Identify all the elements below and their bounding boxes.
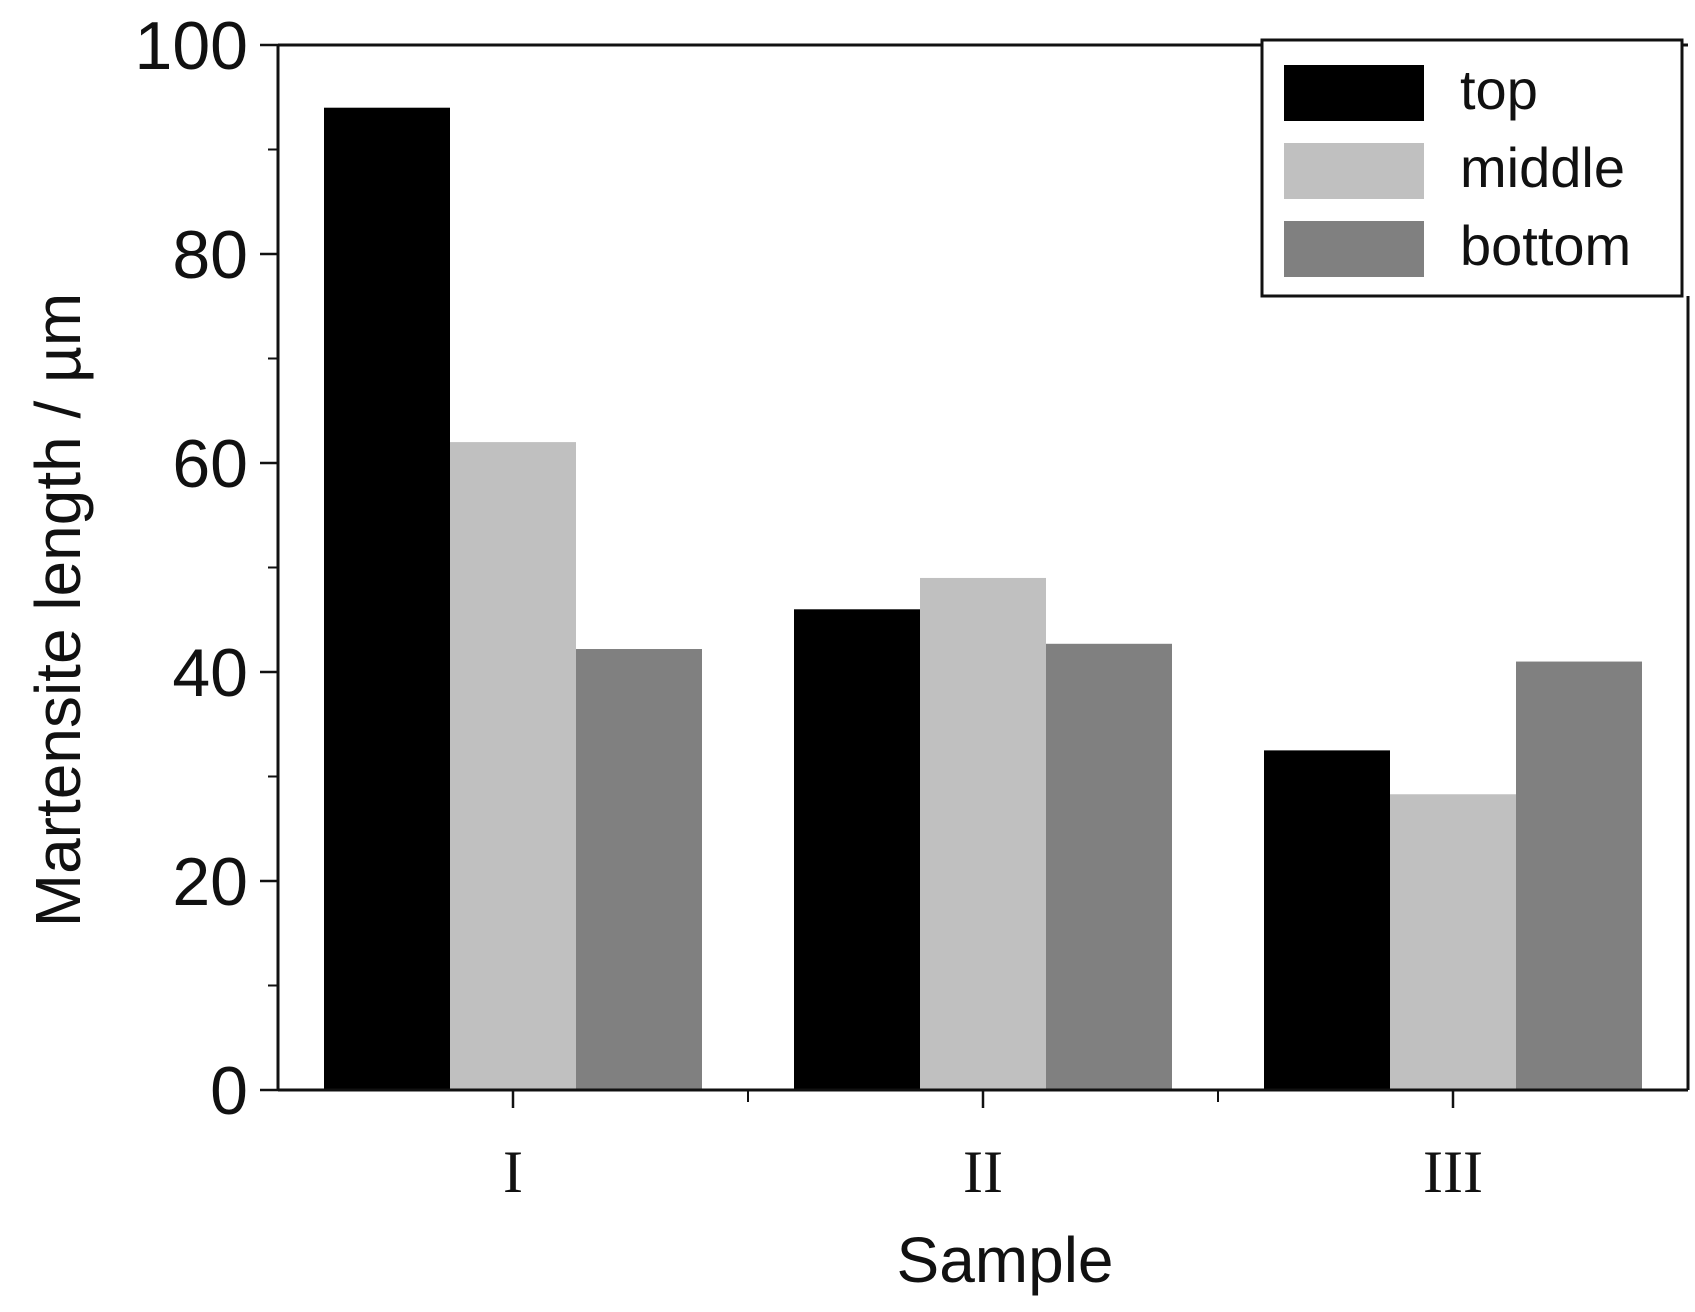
bar-top-II	[794, 609, 920, 1090]
legend: top middle bottom	[1260, 38, 1684, 298]
legend-label-bottom: bottom	[1460, 214, 1631, 277]
bar-bottom-III	[1516, 661, 1642, 1090]
y-tick-label: 100	[135, 8, 248, 84]
legend-label-middle: middle	[1460, 136, 1625, 199]
bar-bottom-II	[1046, 643, 1172, 1090]
bar-bottom-I	[576, 649, 702, 1090]
y-axis-title: Martensite length / µm	[22, 293, 94, 927]
bar-middle-I	[450, 442, 576, 1091]
legend-swatch-middle	[1284, 143, 1424, 199]
legend-label-top: top	[1460, 58, 1538, 121]
bar-top-III	[1264, 750, 1390, 1090]
y-tick-label: 60	[172, 426, 248, 502]
y-tick-label: 0	[210, 1053, 248, 1129]
bar-middle-III	[1390, 794, 1516, 1090]
legend-swatch-bottom	[1284, 221, 1424, 277]
x-tick-label: III	[1423, 1139, 1483, 1205]
bars-layer	[324, 107, 1642, 1091]
y-tick-label: 40	[172, 635, 248, 711]
x-tick-label: II	[963, 1139, 1003, 1205]
bar-top-I	[324, 107, 450, 1090]
y-tick-label: 20	[172, 844, 248, 920]
y-tick-label: 80	[172, 217, 248, 293]
bar-middle-II	[920, 577, 1046, 1090]
x-tick-label: I	[503, 1139, 523, 1205]
x-axis-title: Sample	[897, 1224, 1114, 1296]
legend-swatch-top	[1284, 65, 1424, 121]
